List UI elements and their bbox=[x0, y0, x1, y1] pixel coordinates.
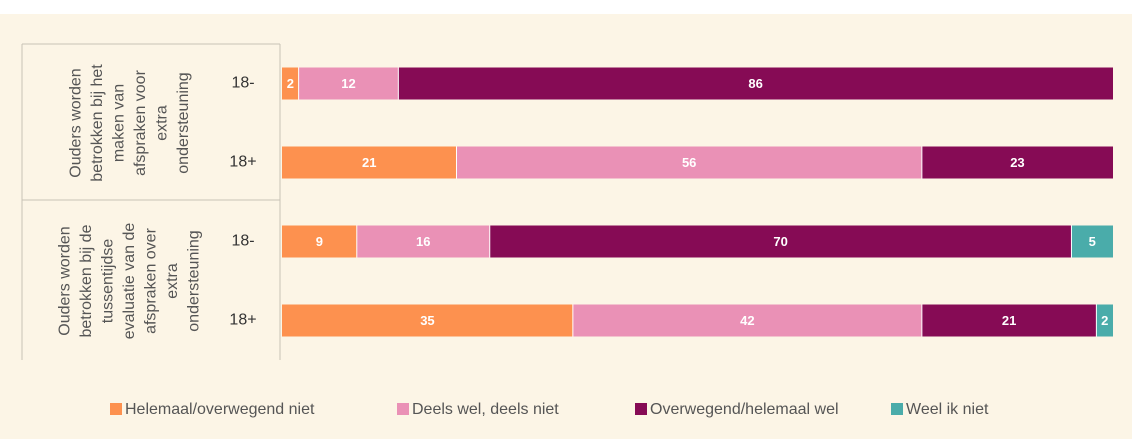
bar-segment bbox=[398, 67, 1114, 100]
value-label: 2 bbox=[287, 76, 294, 91]
value-label: 16 bbox=[416, 234, 430, 249]
value-label: 21 bbox=[1002, 313, 1016, 328]
legend-label: Weel ik niet bbox=[906, 401, 989, 418]
legend-swatch bbox=[891, 403, 903, 415]
bar-segment bbox=[356, 225, 490, 258]
bar-segment bbox=[1071, 225, 1113, 258]
category-label: 18- bbox=[231, 75, 254, 92]
bar-segment bbox=[489, 225, 1072, 258]
bar-segment bbox=[282, 304, 573, 337]
bar-segment bbox=[282, 146, 457, 179]
group-label: Ouders worden bbox=[57, 226, 74, 335]
bar-segment bbox=[921, 146, 1113, 179]
group-label: ondersteuning bbox=[186, 230, 203, 331]
group-label: afspraken voor bbox=[132, 69, 149, 176]
bar-segment bbox=[921, 304, 1097, 337]
value-label: 70 bbox=[773, 234, 787, 249]
value-label: 21 bbox=[362, 155, 376, 170]
value-label: 23 bbox=[1010, 155, 1024, 170]
group-label: extra bbox=[153, 105, 170, 141]
bar-segment bbox=[298, 67, 399, 100]
legend-swatch bbox=[635, 403, 647, 415]
group-label: betrokken bij de bbox=[78, 224, 95, 337]
value-label: 42 bbox=[740, 313, 754, 328]
bar-segment bbox=[456, 146, 922, 179]
value-label: 86 bbox=[748, 76, 762, 91]
value-label: 12 bbox=[341, 76, 355, 91]
group-label: maken van bbox=[110, 84, 127, 162]
group-label: afspraken over bbox=[143, 227, 160, 334]
category-frame bbox=[21, 43, 281, 360]
category-label: 18+ bbox=[229, 154, 256, 171]
legend-label: Helemaal/overwegend niet bbox=[125, 401, 315, 418]
group-label: tussentijdse bbox=[100, 239, 117, 324]
value-label: 2 bbox=[1101, 313, 1108, 328]
legend-swatch bbox=[110, 403, 122, 415]
group-label: betrokken bij het bbox=[89, 64, 106, 182]
value-label: 35 bbox=[420, 313, 434, 328]
category-label: 18+ bbox=[229, 312, 256, 329]
group-label: evaluatie van de bbox=[121, 223, 138, 340]
legend-label: Deels wel, deels niet bbox=[412, 401, 559, 418]
value-label: 56 bbox=[682, 155, 696, 170]
legend-swatch bbox=[397, 403, 409, 415]
bar-segment bbox=[282, 225, 357, 258]
bar-segment bbox=[1096, 304, 1113, 337]
value-label: 9 bbox=[316, 234, 323, 249]
group-label: Ouders worden bbox=[67, 68, 84, 177]
group-label: ondersteuning bbox=[175, 72, 192, 173]
group-label: extra bbox=[164, 263, 181, 299]
category-label: 18- bbox=[231, 233, 254, 250]
bar-segment bbox=[572, 304, 922, 337]
legend-label: Overwegend/helemaal wel bbox=[650, 401, 839, 418]
bar-segment bbox=[282, 67, 299, 100]
value-label: 5 bbox=[1089, 234, 1096, 249]
